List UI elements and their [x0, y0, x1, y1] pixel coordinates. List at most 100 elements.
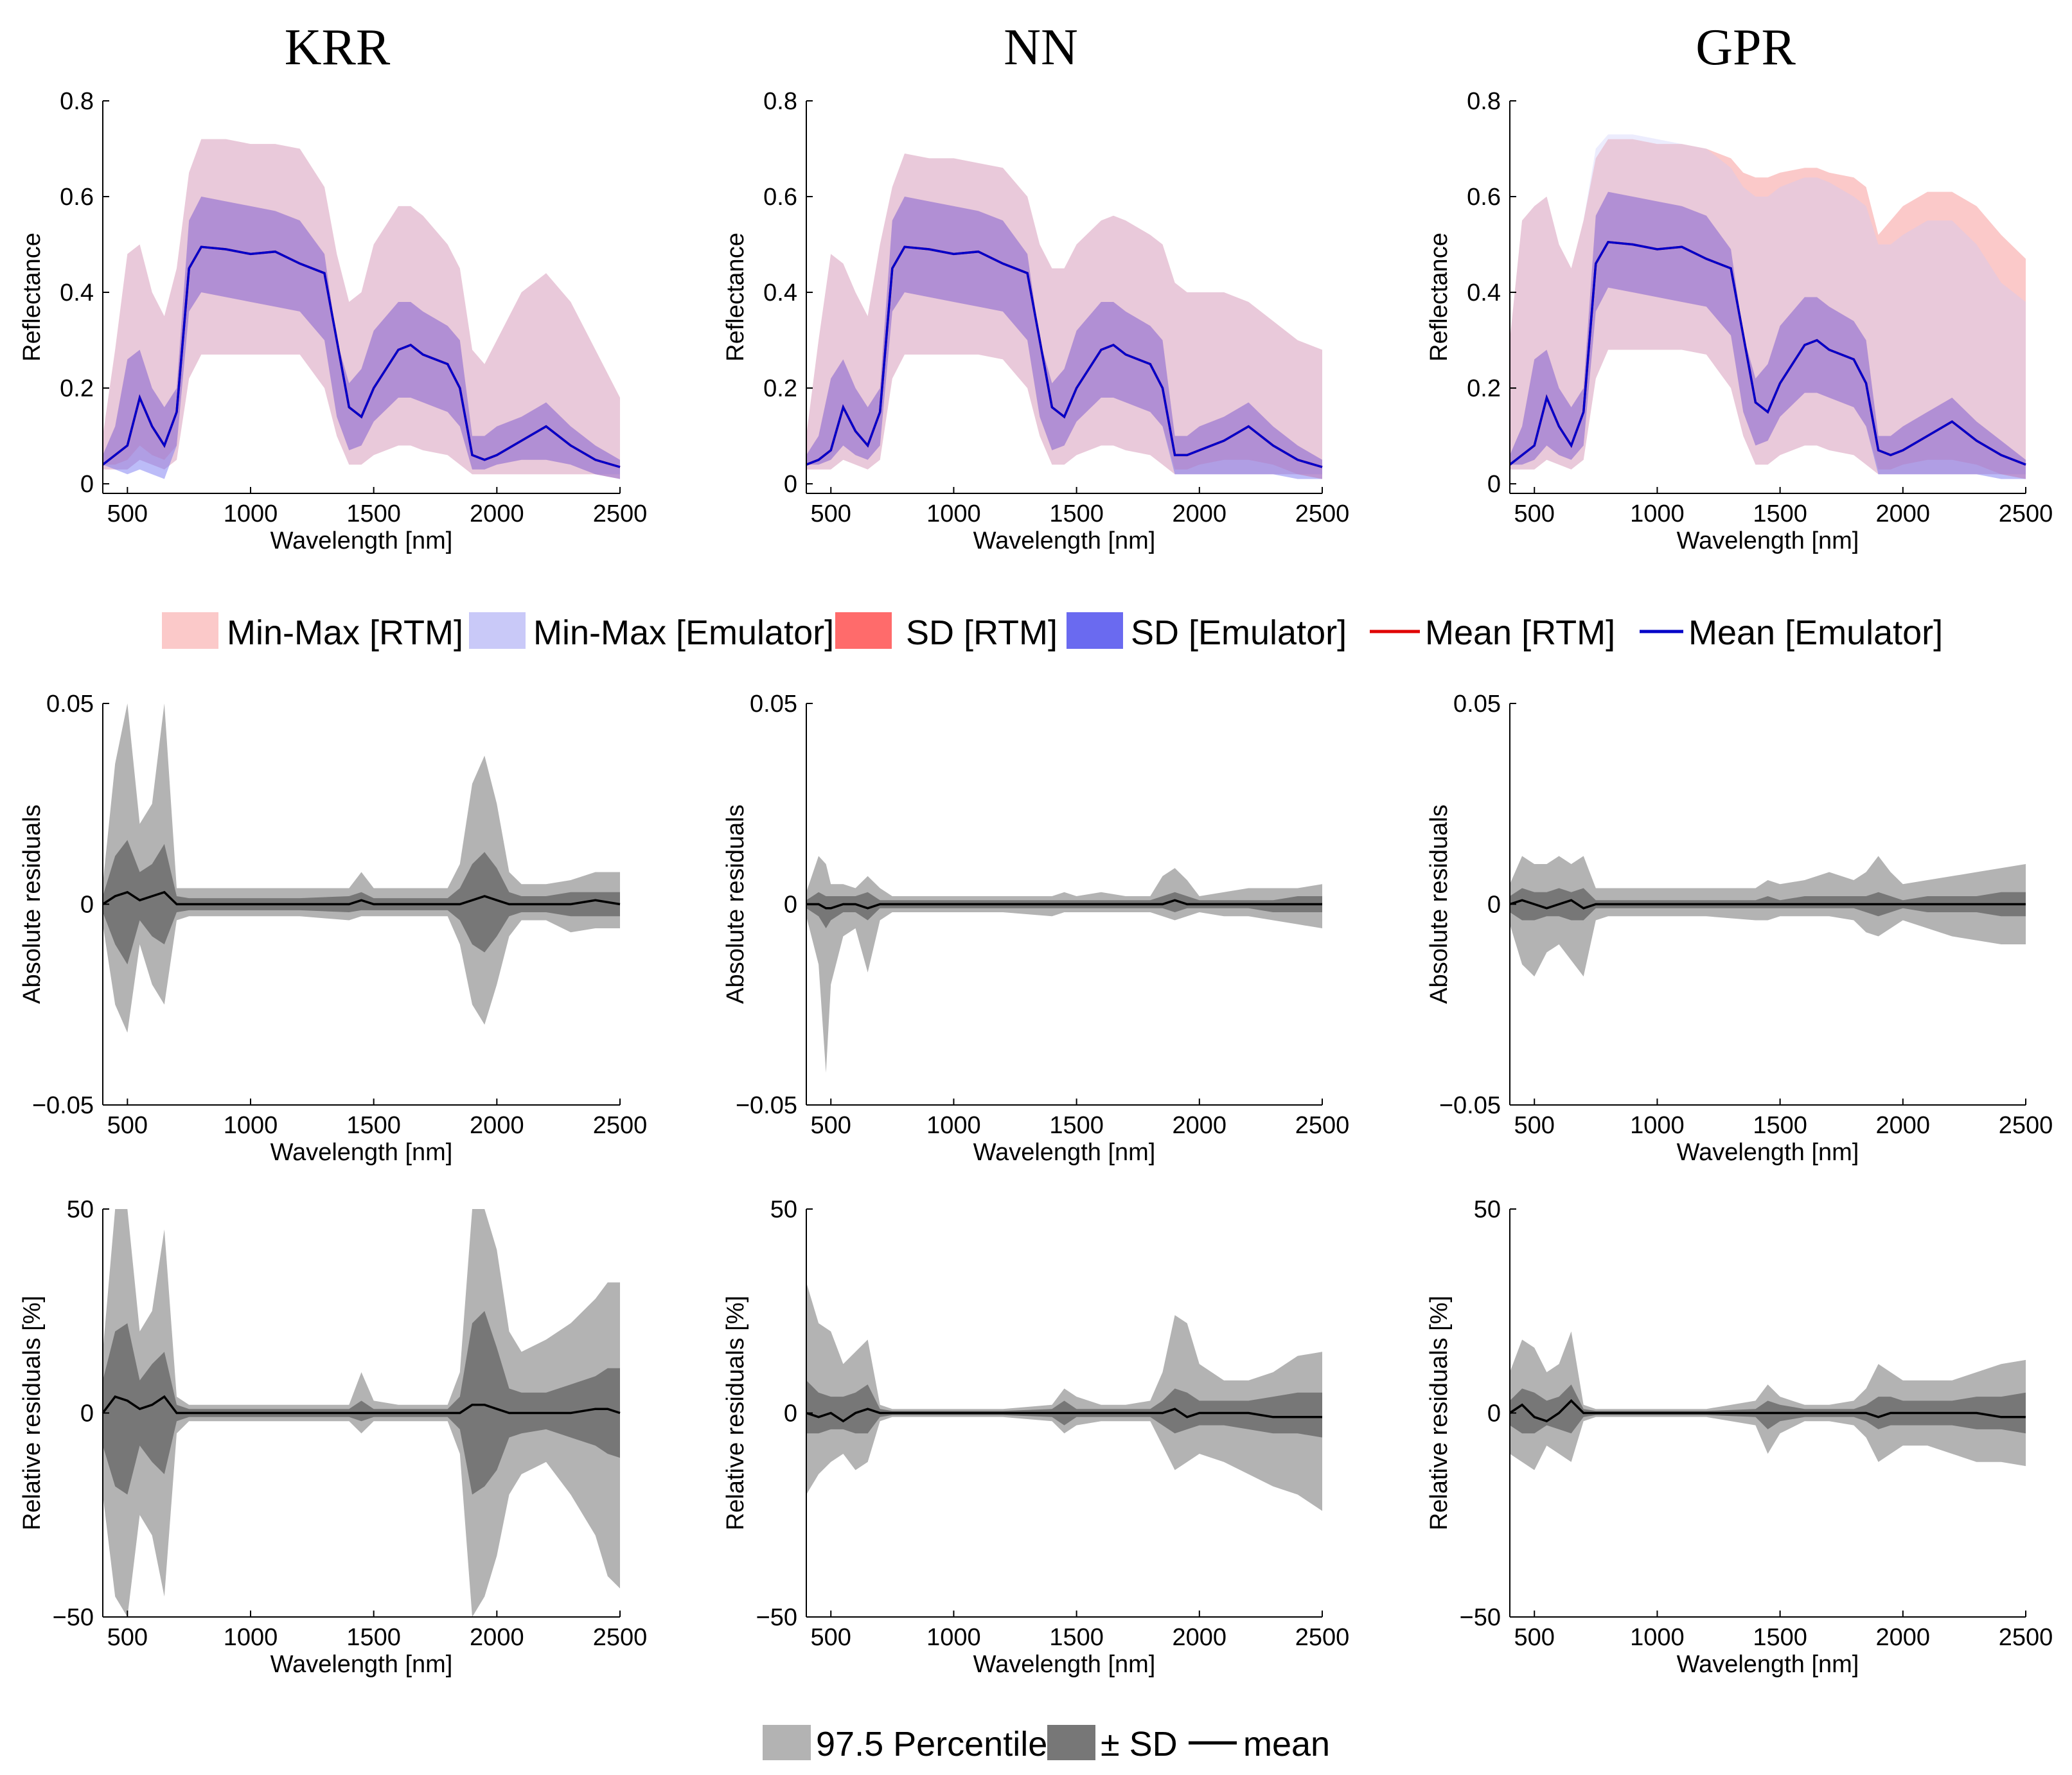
- krr-reflectance-xtick-label: 1000: [224, 500, 278, 527]
- nn-relative-xtick-label: 1000: [926, 1624, 981, 1651]
- krr-absolute-xtick-label: 500: [107, 1112, 148, 1139]
- gpr-reflectance-ytick-label: 0.8: [1467, 88, 1501, 115]
- panel-nn-reflectance: 500 1000 1500 2000 2500 0 0.2 0.4 0.6 0.8 Waveleng…: [722, 88, 1349, 554]
- legend-label-percentile: 97.5 Percentile: [816, 1725, 1047, 1763]
- legend-label-mean: mean: [1243, 1725, 1330, 1763]
- krr-absolute-xtick-label: 2000: [470, 1112, 524, 1139]
- legend-label-mean-rtm: Mean [RTM]: [1425, 614, 1615, 652]
- nn-reflectance-ylabel: Reflectance: [722, 233, 749, 362]
- krr-absolute-ytick-label: −0.05: [32, 1092, 94, 1119]
- nn-relative-ytick-label: 50: [770, 1196, 797, 1223]
- legend-swatch-sd-rtm: [835, 612, 892, 649]
- krr-relative-band-sd: [103, 1311, 620, 1495]
- gpr-relative-xtick-label: 2000: [1876, 1624, 1931, 1651]
- gpr-reflectance-ytick-label: 0.6: [1467, 184, 1501, 211]
- gpr-absolute-line-mean: [1509, 899, 2026, 910]
- nn-reflectance-ytick-label: 0.2: [763, 375, 797, 402]
- gpr-reflectance-band-min-max-rtm: [1510, 139, 2026, 475]
- panel-gpr-relative: 500 1000 1500 2000 2500 −50 0 50 Wavelength [nm]…: [1426, 1196, 2053, 1678]
- krr-relative-ylabel: Relative residuals [%]: [19, 1296, 46, 1530]
- krr-absolute-ylabel: Absolute residuals: [19, 804, 46, 1004]
- nn-absolute-xtick-label: 2500: [1295, 1112, 1350, 1139]
- krr-reflectance-ytick-label: 0.6: [60, 184, 94, 211]
- nn-reflectance-band-min-max-rtm: [806, 154, 1322, 475]
- column-title-krr: KRR: [285, 19, 391, 76]
- legend-label-sd-rtm: SD [RTM]: [906, 614, 1058, 652]
- gpr-reflectance-ytick-label: 0.4: [1467, 279, 1501, 306]
- gpr-absolute-xtick-label: 1500: [1753, 1112, 1807, 1139]
- nn-absolute-ylabel: Absolute residuals: [722, 804, 749, 1004]
- nn-relative-band-97-5-percentile: [806, 1282, 1322, 1511]
- nn-absolute-line-mean: [806, 899, 1322, 910]
- nn-relative-xtick-label: 1500: [1049, 1624, 1104, 1651]
- gpr-reflectance-ytick-label: 0: [1487, 471, 1501, 498]
- nn-reflectance-xtick-label: 500: [811, 500, 851, 527]
- krr-absolute-ytick-label: 0.05: [46, 691, 94, 718]
- nn-reflectance-xlabel: Wavelength [nm]: [973, 527, 1156, 554]
- gpr-reflectance-xtick-label: 2000: [1876, 500, 1931, 527]
- gpr-relative-xtick-label: 1500: [1753, 1624, 1807, 1651]
- nn-absolute-xtick-label: 2000: [1173, 1112, 1227, 1139]
- gpr-absolute-ytick-label: 0.05: [1453, 691, 1501, 718]
- nn-absolute-band-97-5-percentile: [806, 856, 1322, 1073]
- gpr-absolute-ytick-label: 0: [1487, 892, 1501, 919]
- nn-reflectance-xtick-label: 1500: [1049, 500, 1104, 527]
- column-title-nn: NN: [1004, 19, 1078, 76]
- gpr-reflectance-xtick-label: 2500: [1999, 500, 2053, 527]
- krr-reflectance-xlabel: Wavelength [nm]: [270, 527, 453, 554]
- krr-reflectance-band-min-max-emulator: [103, 139, 620, 475]
- legend-label-sd: ± SD: [1101, 1725, 1178, 1763]
- krr-relative-xtick-label: 1000: [224, 1624, 278, 1651]
- nn-reflectance-xtick-label: 1000: [926, 500, 981, 527]
- gpr-reflectance-line-mean-emulator: [1509, 240, 2026, 466]
- gpr-relative-xtick-label: 2500: [1999, 1624, 2053, 1651]
- krr-absolute-xtick-label: 1000: [224, 1112, 278, 1139]
- krr-reflectance-xtick-label: 2500: [593, 500, 648, 527]
- nn-reflectance-ytick-label: 0.8: [763, 88, 797, 115]
- krr-absolute-xtick-label: 2500: [593, 1112, 648, 1139]
- gpr-relative-xlabel: Wavelength [nm]: [1677, 1651, 1859, 1678]
- nn-reflectance-ytick-label: 0: [784, 471, 797, 498]
- nn-relative-xlabel: Wavelength [nm]: [973, 1651, 1156, 1678]
- nn-absolute-ytick-label: 0: [784, 892, 797, 919]
- gpr-absolute-xtick-label: 500: [1514, 1112, 1555, 1139]
- nn-reflectance-ytick-label: 0.4: [763, 279, 797, 306]
- gpr-relative-line-mean: [1509, 1399, 2026, 1423]
- krr-relative-ytick-label: 0: [80, 1400, 94, 1427]
- panel-krr-reflectance: 500 1000 1500 2000 2500 0 0.2 0.4 0.6 0.8 Waveleng…: [19, 88, 647, 554]
- panel-gpr-reflectance: 500 1000 1500 2000 2500 0 0.2 0.4 0.6 0.8 Waveleng…: [1426, 88, 2053, 554]
- legend-label-minmax-rtm: Min-Max [RTM]: [227, 614, 463, 652]
- gpr-absolute-ytick-label: −0.05: [1439, 1092, 1501, 1119]
- panels: 500 1000 1500 2000 250000.20.40.60.8Waveleng…: [19, 88, 2053, 1678]
- gpr-reflectance-ytick-label: 0.2: [1467, 375, 1501, 402]
- gpr-relative-ytick-label: −50: [1460, 1604, 1501, 1631]
- legend-top: Min-Max [RTM] Min-Max [Emulator] SD [RTM…: [162, 612, 1943, 652]
- krr-absolute-xlabel: Wavelength [nm]: [270, 1139, 453, 1166]
- gpr-reflectance-band-sd-rtm: [1510, 191, 2026, 479]
- krr-relative-ytick-label: 50: [67, 1196, 94, 1223]
- krr-reflectance-band-sd-emulator: [103, 197, 620, 479]
- gpr-reflectance-ylabel: Reflectance: [1426, 233, 1453, 362]
- krr-reflectance-ytick-label: 0: [80, 471, 94, 498]
- gpr-reflectance-xtick-label: 1000: [1630, 500, 1685, 527]
- legend-swatch-minmax-rtm: [162, 612, 218, 649]
- krr-relative-xtick-label: 1500: [346, 1624, 401, 1651]
- nn-reflectance-xtick-label: 2500: [1295, 500, 1350, 527]
- panel-gpr-absolute: 500 1000 1500 2000 2500 −0.05 0 0.05 Wavelength …: [1426, 691, 2053, 1166]
- gpr-absolute-xlabel: Wavelength [nm]: [1677, 1139, 1859, 1166]
- krr-relative-xtick-label: 2500: [593, 1624, 648, 1651]
- krr-absolute-band-97-5-percentile: [103, 703, 620, 1033]
- nn-relative-xtick-label: 2000: [1173, 1624, 1227, 1651]
- gpr-reflectance-xtick-label: 500: [1514, 500, 1555, 527]
- nn-reflectance-band-sd-rtm: [806, 197, 1322, 479]
- legend-label-sd-emu: SD [Emulator]: [1131, 614, 1347, 652]
- nn-relative-line-mean: [806, 1408, 1322, 1423]
- column-title-gpr: GPR: [1696, 19, 1796, 76]
- gpr-relative-ytick-label: 0: [1487, 1400, 1501, 1427]
- gpr-reflectance-xtick-label: 1500: [1753, 500, 1807, 527]
- gpr-relative-ytick-label: 50: [1474, 1196, 1501, 1223]
- gpr-relative-band-sd: [1510, 1384, 2026, 1434]
- legend-swatch-sd-emu: [1067, 612, 1123, 649]
- krr-relative-line-mean: [102, 1395, 621, 1415]
